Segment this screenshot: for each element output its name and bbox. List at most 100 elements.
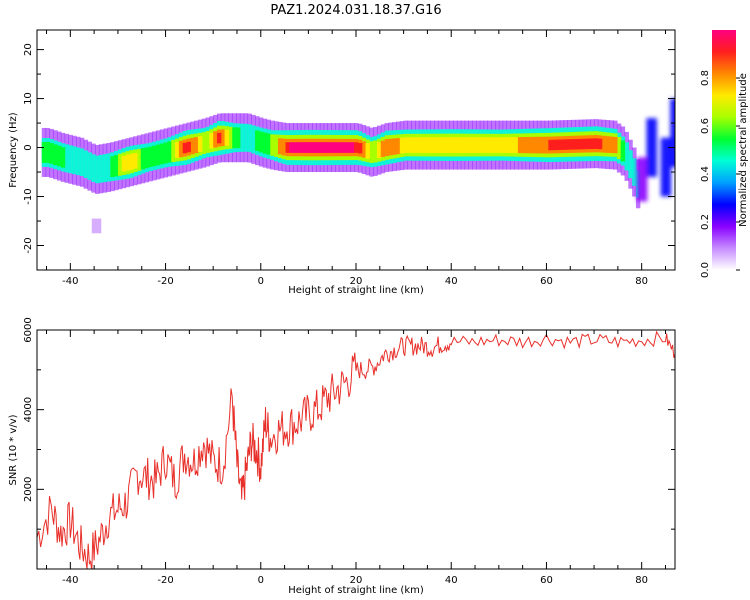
- heatmap-cell: [491, 137, 496, 153]
- heatmap-cell: [525, 136, 530, 154]
- spectrogram-ylabel: Frequency (Hz): [8, 112, 19, 188]
- heatmap-cell: [373, 140, 378, 163]
- heatmap-cell: [392, 138, 397, 155]
- heatmap-cell: [403, 137, 409, 153]
- x-tick-label: -20: [157, 575, 173, 586]
- heatmap-cell: [597, 138, 603, 150]
- heatmap-cell: [232, 127, 237, 149]
- heatmap-cell: [258, 131, 264, 153]
- heatmap-cell: [540, 136, 546, 154]
- heatmap-cell: [575, 138, 580, 150]
- heatmap-cell: [354, 142, 359, 153]
- colorbar-label: Normalized spectral amplitude: [738, 73, 749, 227]
- heatmap-cell: [331, 142, 336, 153]
- heatmap-cell: [148, 146, 153, 168]
- heatmap-cell: [186, 141, 191, 153]
- heatmap-cell: [464, 137, 469, 153]
- heatmap-cell: [129, 153, 134, 170]
- heatmap-cell: [563, 139, 568, 150]
- heatmap-cell: [514, 137, 519, 154]
- heatmap-cell: [194, 137, 199, 154]
- heatmap-cell: [586, 138, 591, 150]
- heatmap-cell: [323, 142, 329, 153]
- heatmap-cell: [68, 145, 73, 174]
- heatmap-cell: [544, 136, 549, 154]
- heatmap-cell: [521, 137, 527, 154]
- heatmap-cell: [342, 142, 348, 153]
- heatmap-cell: [64, 144, 70, 173]
- heatmap-cell: [346, 142, 351, 153]
- heatmap-cell: [83, 150, 89, 178]
- heatmap-cell: [205, 131, 210, 153]
- heatmap-cell: [224, 129, 229, 146]
- heatmap-cell: [327, 142, 332, 153]
- heatmap-cell: [529, 136, 534, 154]
- heatmap-cell: [369, 141, 374, 163]
- heatmap-cell: [388, 138, 393, 156]
- heatmap-cell: [495, 137, 500, 153]
- heatmap-cell: [590, 138, 595, 150]
- heatmap-cell: [510, 137, 515, 154]
- heatmap-cell: [628, 150, 633, 179]
- heatmap-cell: [95, 155, 100, 184]
- spectrogram-xlabel: Height of straight line (km): [288, 285, 424, 296]
- heatmap-cell: [239, 123, 245, 152]
- heatmap-cell: [281, 138, 287, 156]
- heatmap-cell: [312, 142, 317, 153]
- x-tick-label: -40: [62, 575, 78, 586]
- colorbar-tick-label: 0.0: [700, 262, 711, 278]
- heatmap-cell: [304, 142, 309, 153]
- heatmap-cell: [220, 129, 226, 147]
- colorbar-bar: [712, 30, 736, 270]
- heatmap-cell: [102, 154, 108, 183]
- heatmap-cell: [636, 157, 648, 202]
- heatmap-cell: [536, 136, 542, 154]
- heatmap-cell: [601, 135, 607, 153]
- heatmap-cell: [533, 136, 538, 154]
- heatmap-cell: [45, 142, 50, 163]
- heatmap-cell: [594, 138, 599, 149]
- heatmap-cell: [609, 136, 614, 154]
- heatmap-cell: [91, 154, 96, 182]
- heatmap-edge-bands: [636, 98, 675, 202]
- heatmap-cell: [296, 142, 302, 153]
- heatmap-cell: [472, 137, 477, 153]
- x-tick-label: 0: [258, 575, 264, 586]
- heatmap-cell: [144, 147, 150, 169]
- heatmap-cell: [117, 153, 123, 176]
- snr-xlabel: Height of straight line (km): [288, 585, 424, 596]
- heatmap-cell: [646, 118, 657, 177]
- heatmap-cell: [91, 218, 102, 234]
- heatmap-cell: [41, 142, 47, 163]
- heatmap-cell: [434, 137, 439, 153]
- heatmap-cell: [460, 137, 466, 154]
- heatmap-cell: [190, 137, 195, 155]
- heatmap-cell: [582, 138, 588, 150]
- heatmap-cell: [197, 136, 203, 152]
- colorbar: 0.0 0.2 0.4 0.6 0.8 Normalized spectral ampl…: [700, 30, 749, 278]
- heatmap-cell: [437, 137, 443, 153]
- snr-series-line: [37, 330, 675, 569]
- spectrogram-panel: -40 -20 0 20 40 60 80 -20 -10 0 10 20 Height of str…: [8, 29, 676, 296]
- heatmap-cell: [216, 132, 222, 144]
- heatmap-cell: [72, 146, 77, 175]
- x-tick-label: 80: [635, 276, 648, 287]
- heatmap-cell: [125, 154, 130, 171]
- x-tick-label: 60: [540, 575, 553, 586]
- colorbar-tick-label: 0.6: [700, 118, 711, 134]
- heatmap-cell: [201, 132, 207, 155]
- heatmap-cell: [415, 137, 420, 153]
- heatmap-cell: [49, 143, 54, 164]
- figure-title: PAZ1.2024.031.18.37.G16: [270, 3, 441, 18]
- heatmap-cell: [255, 130, 260, 151]
- heatmap-cell: [456, 137, 462, 154]
- heatmap-cell: [430, 137, 435, 153]
- snr-panel: -40 -20 0 20 40 60 80 2000 4000 6000 Height of st…: [8, 317, 676, 596]
- heatmap-cell: [445, 137, 450, 154]
- heatmap-cell: [316, 142, 321, 153]
- heatmap-cell: [175, 142, 180, 158]
- heatmap-cell: [251, 125, 256, 154]
- y-tick-label: 4000: [23, 397, 34, 422]
- heatmap-cell: [98, 154, 104, 183]
- heatmap-cell: [133, 152, 138, 169]
